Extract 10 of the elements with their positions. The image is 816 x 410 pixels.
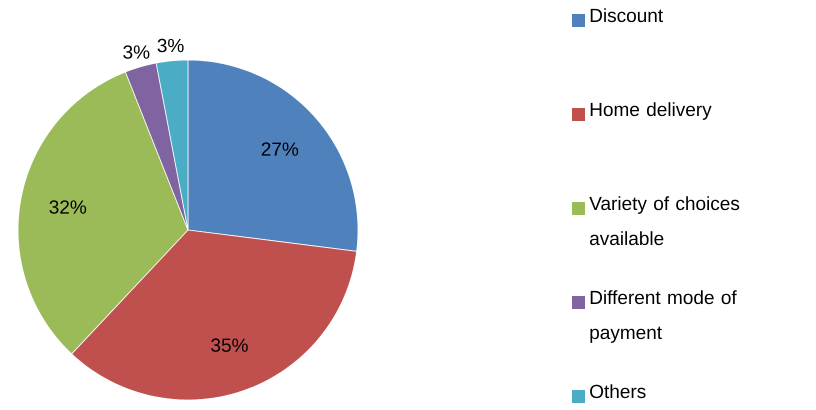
data-label: 35%	[211, 338, 248, 352]
data-label: 27%	[262, 142, 298, 156]
legend-label: Home delivery	[590, 102, 712, 120]
legend-label: Others	[590, 384, 646, 398]
data-label: 32%	[49, 200, 86, 214]
legend-label: Variety of choices available	[589, 196, 740, 246]
data-label: 3%	[123, 45, 150, 59]
legend-label: Different mode of payment	[590, 290, 737, 343]
legend-label: Discount	[590, 8, 663, 22]
data-label: 3%	[158, 38, 184, 52]
